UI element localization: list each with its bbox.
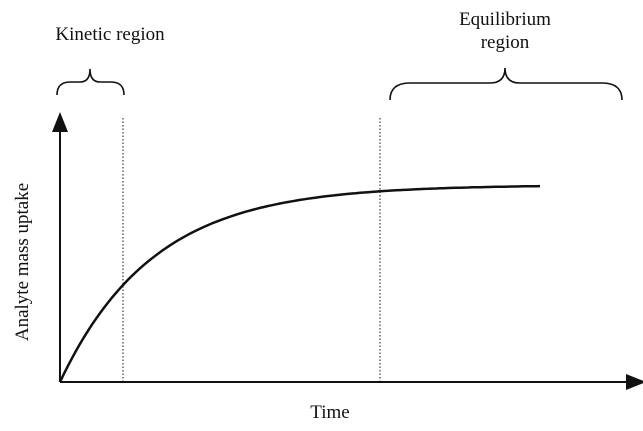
kinetic-brace xyxy=(56,68,125,96)
y-axis-label: Analyte mass uptake xyxy=(12,183,33,341)
uptake-curve xyxy=(58,184,541,383)
x-axis-label: Time xyxy=(310,402,349,423)
equilibrium-label: Equilibrium xyxy=(459,9,551,30)
equilibrium-brace xyxy=(389,67,623,101)
kinetic-label: Kinetic region xyxy=(55,24,165,45)
equilibrium-label: region xyxy=(481,32,530,53)
